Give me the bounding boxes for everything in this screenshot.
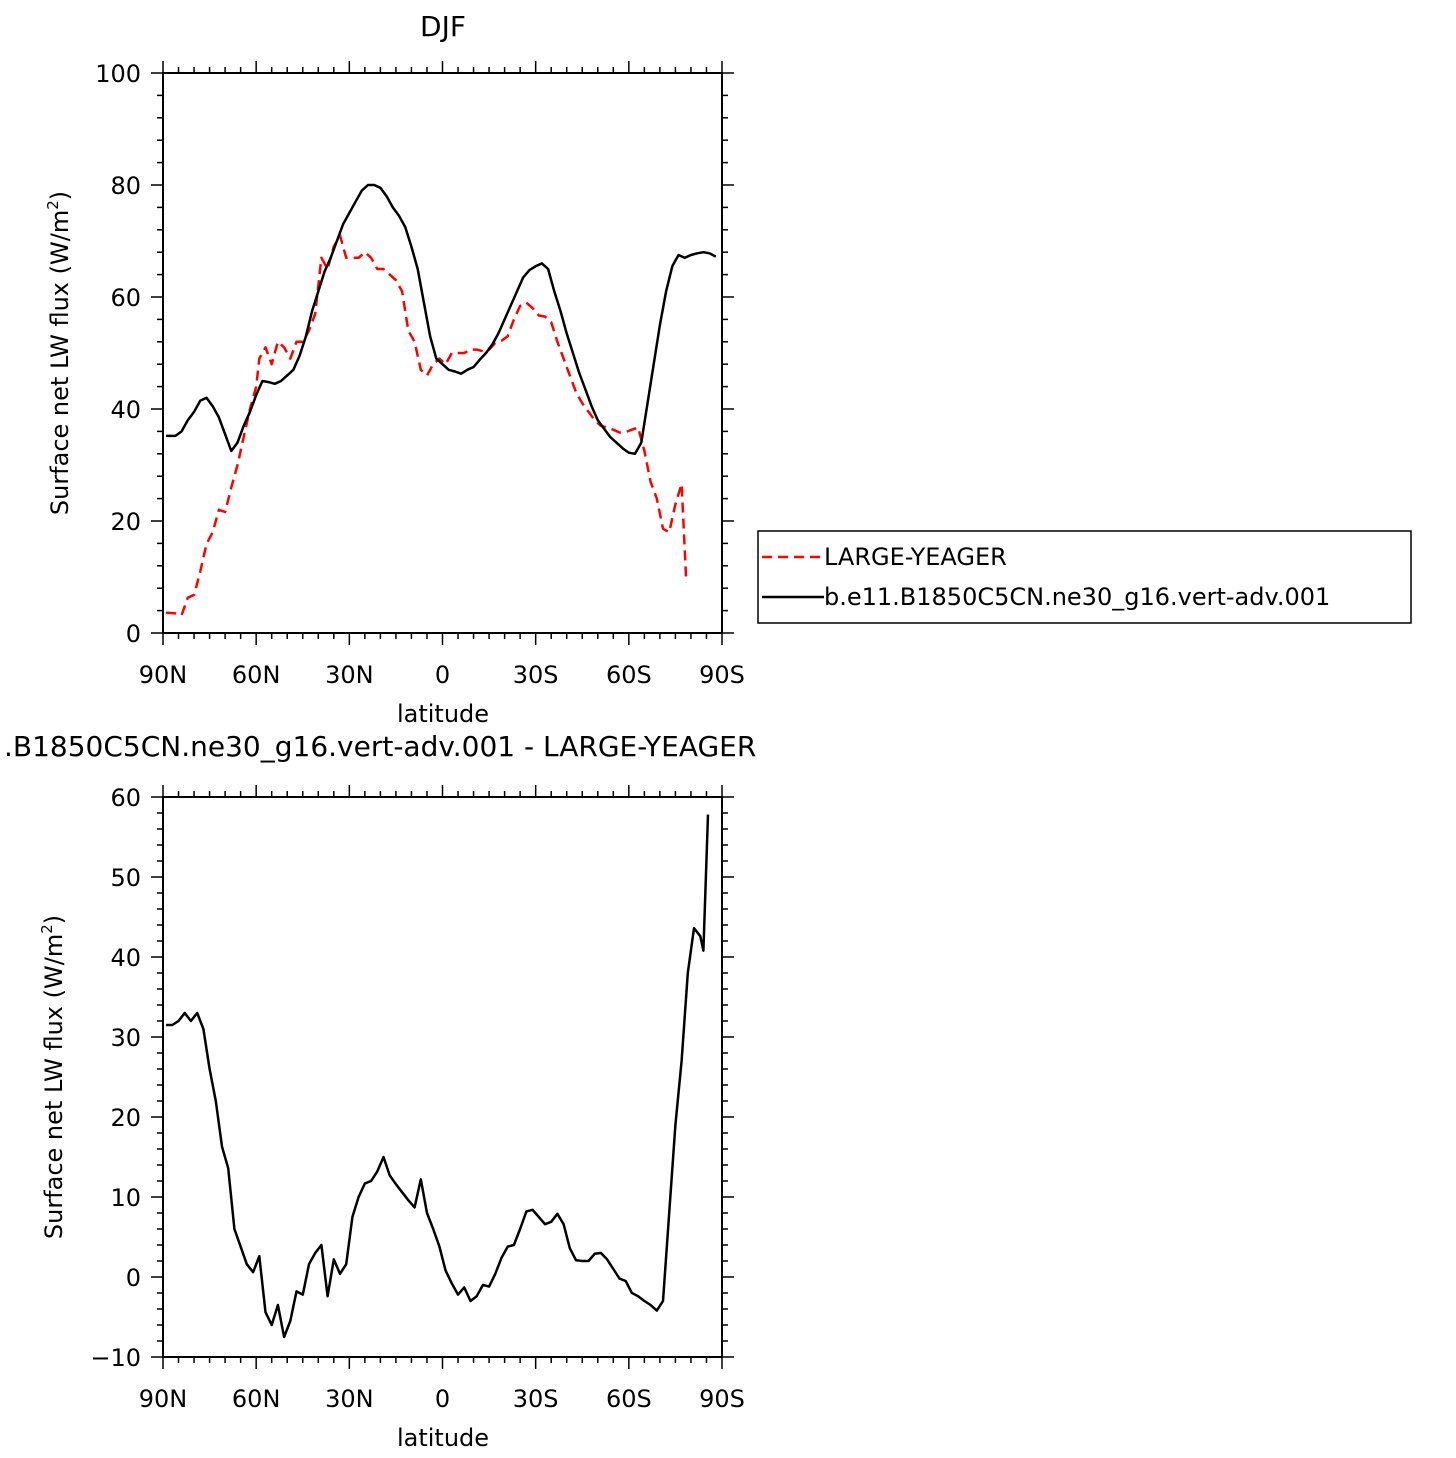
legend: LARGE-YEAGER b.e11.B1850C5CN.ne30_g16.ve…	[757, 530, 1412, 624]
bottom-panel-x-axis-label: latitude	[397, 1424, 489, 1452]
x-tick-label: 30S	[513, 661, 559, 689]
bottom-panel-title: .B1850C5CN.ne30_g16.vert-adv.001 - LARGE…	[4, 730, 756, 763]
bottom-ylabel-close: )	[40, 915, 68, 924]
bottom-panel: .B1850C5CN.ne30_g16.vert-adv.001 - LARGE…	[4, 730, 756, 1452]
x-tick-label: 30N	[325, 1385, 374, 1413]
y-tick-label: 80	[110, 172, 141, 200]
plot-frame	[162, 796, 723, 1358]
y-tick-label: 50	[110, 864, 141, 892]
plot-frame	[162, 72, 723, 634]
bottom-panel-y-axis-label: Surface net LW flux (W/m2)	[38, 915, 68, 1239]
y-tick-label: 100	[95, 60, 141, 88]
y-tick-label: 40	[110, 944, 141, 972]
top-ylabel-sup: 2	[44, 200, 62, 210]
x-tick-label: 90S	[699, 1385, 745, 1413]
x-tick-label: 0	[435, 661, 450, 689]
y-tick-label: 20	[110, 508, 141, 536]
y-tick-label: 40	[110, 396, 141, 424]
legend-box	[757, 530, 1412, 624]
series-line-0	[166, 814, 710, 1339]
x-tick-label: 0	[435, 1385, 450, 1413]
svg-text:Surface net LW flux (W/m2): Surface net LW flux (W/m2)	[38, 915, 68, 1239]
x-tick-label: 90S	[699, 661, 745, 689]
y-tick-label: 60	[110, 784, 141, 812]
x-tick-label: 60S	[606, 1385, 652, 1413]
x-tick-label: 60S	[606, 661, 652, 689]
y-tick-label: 10	[110, 1184, 141, 1212]
top-panel-y-axis-label: Surface net LW flux (W/m2)	[44, 191, 74, 515]
top-ylabel-close: )	[46, 191, 74, 200]
bottom-ylabel-sup: 2	[38, 924, 56, 934]
series-line-1	[166, 183, 717, 456]
y-tick-label: 60	[110, 284, 141, 312]
y-tick-label: 30	[110, 1024, 141, 1052]
top-panel: DJF Surface net LW flux (W/m2) latitude …	[44, 10, 745, 728]
x-tick-label: 90N	[139, 661, 188, 689]
x-tick-label: 60N	[232, 1385, 281, 1413]
x-tick-label: 30S	[513, 1385, 559, 1413]
x-tick-label: 30N	[325, 661, 374, 689]
x-tick-label: 90N	[139, 1385, 188, 1413]
legend-label-large-yeager: LARGE-YEAGER	[824, 543, 1007, 571]
y-tick-label: 0	[126, 1264, 141, 1292]
y-tick-label: −10	[90, 1344, 141, 1372]
x-tick-label: 60N	[232, 661, 281, 689]
y-tick-label: 0	[126, 620, 141, 648]
y-tick-label: 20	[110, 1104, 141, 1132]
top-ylabel-text: Surface net LW flux (W/m	[46, 210, 74, 515]
legend-label-model: b.e11.B1850C5CN.ne30_g16.vert-adv.001	[824, 583, 1330, 611]
top-panel-x-axis-label: latitude	[397, 700, 489, 728]
top-panel-title: DJF	[420, 10, 466, 43]
svg-text:Surface net LW flux (W/m2): Surface net LW flux (W/m2)	[44, 191, 74, 515]
bottom-ylabel-text: Surface net LW flux (W/m	[40, 934, 68, 1239]
